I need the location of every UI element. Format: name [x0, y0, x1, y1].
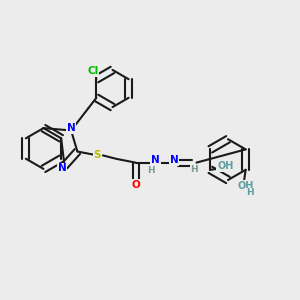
- Text: Cl: Cl: [87, 66, 98, 76]
- Text: H: H: [147, 166, 155, 175]
- Text: H: H: [190, 165, 198, 174]
- Text: N: N: [151, 155, 160, 165]
- Text: S: S: [94, 150, 101, 161]
- Text: OH: OH: [217, 161, 233, 171]
- Text: OH: OH: [237, 181, 254, 191]
- Text: N: N: [169, 155, 178, 165]
- Text: N: N: [67, 123, 76, 133]
- Text: O: O: [131, 180, 140, 190]
- Text: N: N: [58, 163, 67, 173]
- Text: H: H: [246, 188, 254, 197]
